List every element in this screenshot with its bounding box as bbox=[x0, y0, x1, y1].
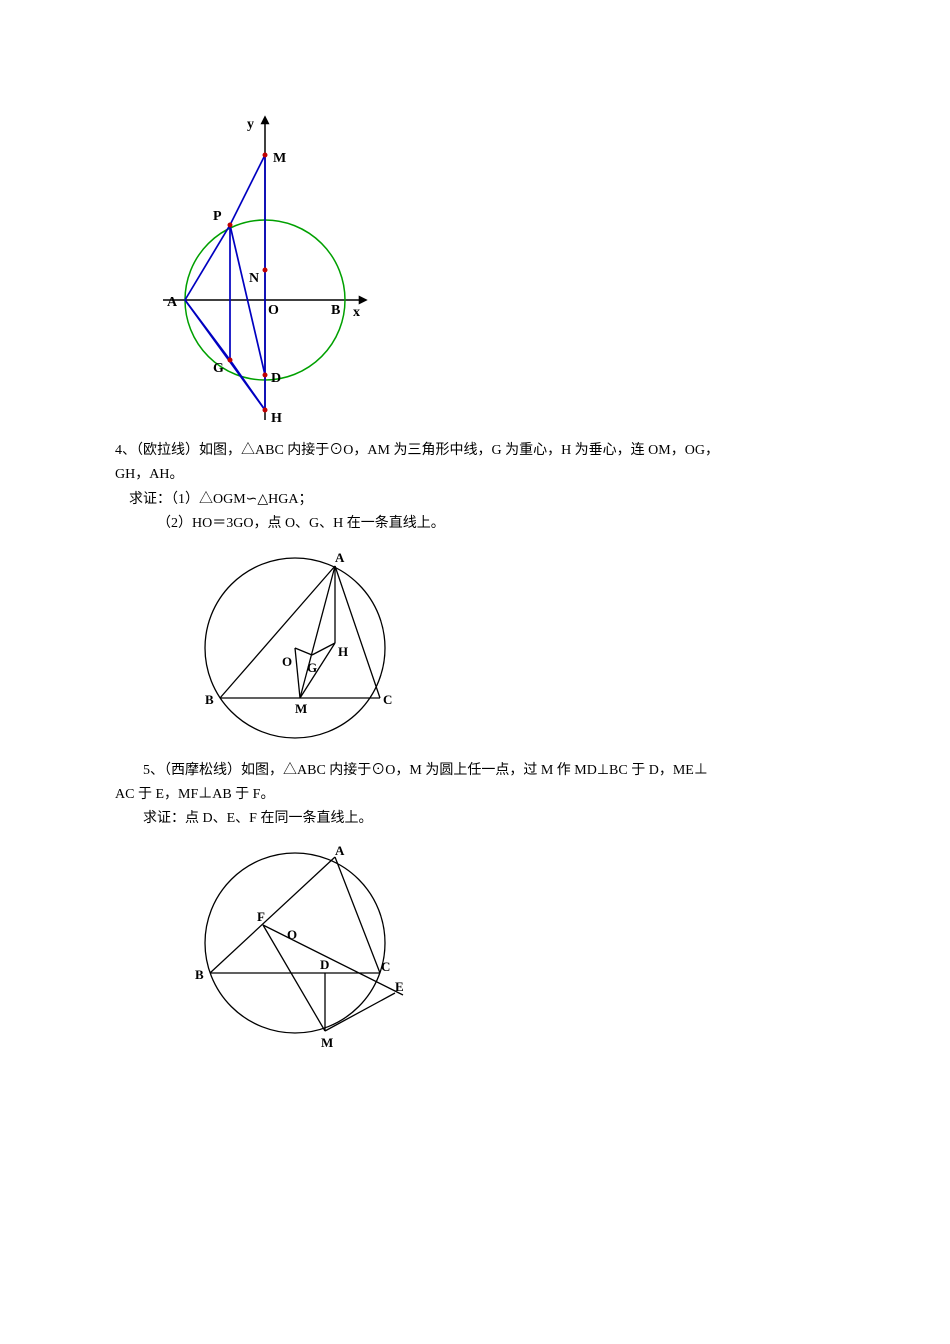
label-y: y bbox=[247, 117, 254, 132]
problem-5: 5、（西摩松线）如图，△ABC 内接于⊙O，M 为圆上任一点，过 M 作 MD⊥… bbox=[115, 760, 835, 831]
diagram-1: y x M P N A O B G D H bbox=[155, 110, 375, 430]
label-x: x bbox=[353, 305, 360, 320]
label-B: B bbox=[331, 303, 340, 318]
label-A: A bbox=[167, 295, 178, 310]
label3-F: F bbox=[257, 909, 265, 924]
label-M: M bbox=[273, 151, 286, 166]
p4-line4: （2）HO＝3GO，点 O、G、H 在一条直线上。 bbox=[115, 513, 835, 535]
p5-line2: AC 于 E，MF⊥AB 于 F。 bbox=[115, 784, 835, 806]
label2-M: M bbox=[295, 701, 307, 716]
label3-B: B bbox=[195, 967, 204, 982]
label2-H: H bbox=[338, 644, 348, 659]
problem-4: 4、（欧拉线）如图，△ABC 内接于⊙O，AM 为三角形中线，G 为重心，H 为… bbox=[115, 440, 835, 536]
label3-D: D bbox=[320, 957, 329, 972]
label3-C: C bbox=[381, 959, 390, 974]
label3-O: O bbox=[287, 927, 297, 942]
label2-B: B bbox=[205, 692, 214, 707]
label3-M: M bbox=[321, 1035, 333, 1050]
label-O: O bbox=[268, 303, 279, 318]
label2-C: C bbox=[383, 692, 392, 707]
p4-line3: 求证：（1）△OGM∽△HGA； bbox=[115, 489, 835, 511]
label3-E: E bbox=[395, 979, 404, 994]
p5-line1: 5、（西摩松线）如图，△ABC 内接于⊙O，M 为圆上任一点，过 M 作 MD⊥… bbox=[115, 760, 835, 782]
label-D: D bbox=[271, 371, 281, 386]
p4-line1: 4、（欧拉线）如图，△ABC 内接于⊙O，AM 为三角形中线，G 为重心，H 为… bbox=[115, 440, 835, 462]
diagram-2: A B C O G H M bbox=[185, 548, 425, 748]
label3-A: A bbox=[335, 843, 345, 858]
p4-line2: GH，AH。 bbox=[115, 464, 835, 486]
label-H: H bbox=[271, 411, 282, 426]
label-N: N bbox=[249, 271, 259, 286]
label2-O: O bbox=[282, 654, 292, 669]
label2-A: A bbox=[335, 550, 345, 565]
p5-line3: 求证：点 D、E、F 在同一条直线上。 bbox=[115, 808, 835, 830]
label2-G: G bbox=[307, 660, 317, 675]
diagram-3: A B C O F D E M bbox=[185, 843, 425, 1053]
label-P: P bbox=[213, 209, 222, 224]
label-G: G bbox=[213, 361, 224, 376]
